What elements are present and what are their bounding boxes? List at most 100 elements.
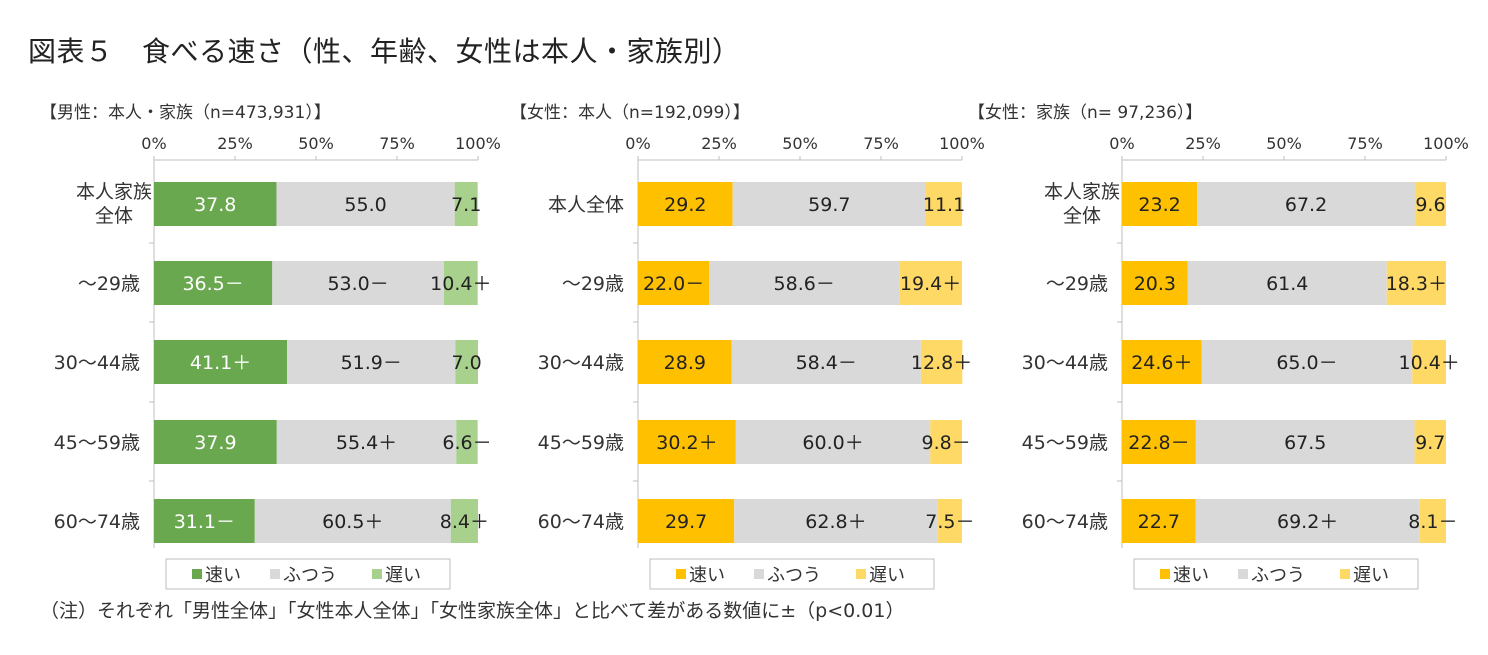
data-label: 10.4＋	[1398, 352, 1459, 374]
chart-title: 【女性：家族（n= 97,236）】	[968, 103, 1202, 123]
data-label: 29.7	[665, 511, 707, 533]
x-tick-label: 0%	[141, 134, 166, 153]
bar-segment-slow	[455, 340, 478, 384]
bar-segment-normal	[1195, 499, 1420, 543]
category-label: 30～44歳	[1022, 352, 1108, 374]
data-label: 51.9－	[341, 352, 402, 374]
data-label: 23.2	[1138, 194, 1180, 216]
data-label: 9.8－	[922, 432, 971, 454]
data-label: 18.3＋	[1386, 273, 1447, 295]
category-label: 本人家族全体	[1044, 181, 1120, 227]
data-label: 58.6－	[774, 273, 835, 295]
data-label: 22.7	[1138, 511, 1180, 533]
x-tick-label: 25%	[217, 134, 253, 153]
bar-segment-slow	[937, 499, 962, 543]
x-tick-label: 75%	[863, 134, 899, 153]
legend-label: 速い	[1173, 565, 1209, 586]
bar-segment-slow	[926, 182, 962, 226]
bar-segment-slow	[456, 420, 478, 464]
bar-segment-normal	[1195, 420, 1415, 464]
bar-segment-fast	[1122, 340, 1202, 384]
bar-segment-fast	[638, 182, 733, 226]
data-label: 28.9	[664, 352, 706, 374]
category-label: 45～59歳	[54, 432, 140, 454]
data-label: 22.0－	[643, 273, 704, 295]
bar-segment-fast	[638, 261, 710, 305]
bar-segment-slow	[1414, 420, 1446, 464]
x-tick-label: 25%	[1185, 134, 1221, 153]
data-label: 37.8	[194, 194, 236, 216]
data-label: 6.6－	[442, 432, 491, 454]
data-label: 19.4＋	[900, 273, 961, 295]
page-title: 図表５ 食べる速さ（性、年齢、女性は本人・家族別）	[28, 35, 741, 68]
bar-segment-normal	[276, 420, 457, 464]
data-label: 69.2＋	[1277, 511, 1338, 533]
chart-panel-1: 【男性：本人・家族（n=473,931）】 0% 25% 50% 75% 100% 本人家族…	[40, 103, 501, 590]
bar-segment-normal	[272, 261, 444, 305]
data-label: 29.2	[664, 194, 706, 216]
category-label: ～29歳	[1046, 273, 1108, 295]
legend-swatch-fast	[1160, 569, 1170, 579]
bar-segment-fast	[1122, 499, 1196, 543]
data-label: 60.5＋	[322, 511, 383, 533]
footnote: （注）それぞれ「男性全体」「女性本人全体」「女性家族全体」と比べて差がある数値に…	[40, 600, 905, 622]
bar-segment-slow	[443, 261, 478, 305]
legend-box	[1133, 558, 1419, 590]
bar-segment-slow	[930, 420, 962, 464]
category-label: 本人家族全体	[76, 181, 152, 227]
legend-swatch-normal	[754, 569, 764, 579]
bar-segment-fast	[638, 420, 736, 464]
x-tick-label: 75%	[379, 134, 415, 153]
legend-box	[649, 558, 935, 590]
category-label: 60～74歳	[54, 511, 140, 533]
bar-segment-slow	[454, 182, 478, 226]
category-label: 45～59歳	[1022, 432, 1108, 454]
legend-label: 遅い	[385, 565, 421, 586]
legend-box	[165, 558, 451, 590]
x-tick-label: 50%	[298, 134, 334, 153]
legend-swatch-slow	[856, 569, 866, 579]
legend-swatch-normal	[270, 569, 280, 579]
x-tick-label: 25%	[701, 134, 737, 153]
legend-label: ふつう	[283, 565, 337, 586]
category-label: 本人全体	[548, 194, 624, 216]
x-tick-label: 50%	[782, 134, 818, 153]
data-label: 59.7	[808, 194, 850, 216]
x-tick-label: 100%	[1423, 134, 1469, 153]
data-label: 55.4＋	[336, 432, 397, 454]
data-label: 30.2＋	[656, 432, 717, 454]
data-label: 9.7	[1415, 432, 1445, 454]
legend-label: 速い	[689, 565, 725, 586]
bar-segment-slow	[450, 499, 478, 543]
data-label: 67.5	[1284, 432, 1326, 454]
bar-segment-normal	[731, 340, 921, 384]
data-label: 60.0＋	[802, 432, 863, 454]
chart-title: 【男性：本人・家族（n=473,931）】	[40, 103, 331, 123]
bar-segment-fast	[154, 499, 255, 543]
data-label: 22.8－	[1128, 432, 1189, 454]
data-label: 67.2	[1285, 194, 1327, 216]
bar-segment-slow	[899, 261, 962, 305]
chart-panel-2: 【女性：本人（n=192,099）】 0% 25% 50% 75% 100% 本人全体 29.…	[510, 103, 985, 590]
bar-segment-fast	[638, 340, 732, 384]
data-label: 11.1	[923, 194, 965, 216]
bar-segment-normal	[732, 182, 927, 226]
bar-segment-slow	[1386, 261, 1446, 305]
bar-segment-slow	[1412, 340, 1446, 384]
data-label: 8.4＋	[440, 511, 489, 533]
legend-label: ふつう	[767, 565, 821, 586]
data-label: 10.4＋	[430, 273, 491, 295]
data-label: 61.4	[1266, 273, 1308, 295]
data-label: 41.1＋	[190, 352, 251, 374]
category-label: 60～74歳	[538, 511, 624, 533]
legend-swatch-fast	[676, 569, 686, 579]
x-tick-label: 75%	[1347, 134, 1383, 153]
data-label: 36.5－	[182, 273, 243, 295]
bar-segment-normal	[276, 182, 455, 226]
x-tick-label: 0%	[1109, 134, 1134, 153]
legend-swatch-normal	[1238, 569, 1248, 579]
bar-segment-slow	[920, 340, 963, 384]
data-label: 12.8＋	[911, 352, 972, 374]
data-label: 20.3	[1134, 273, 1176, 295]
